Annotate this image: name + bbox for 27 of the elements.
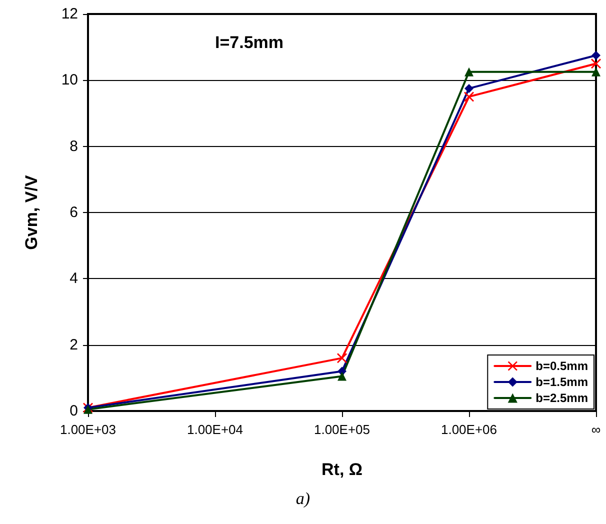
y-tick-label: 0 (70, 402, 78, 420)
y-tick-label: 4 (70, 270, 78, 288)
x-tick-label: 1.00E+03 (60, 422, 116, 437)
point (338, 372, 346, 381)
x-tick-label: 1.00E+05 (314, 422, 370, 437)
y-axis-title: Gvm, V/V (22, 174, 41, 250)
x-tick-label: 1.00E+04 (186, 422, 244, 437)
legend-label: b=0.5mm (536, 359, 588, 373)
x-tick-label: 1.00E+06 (440, 422, 498, 437)
y-tick-label: 8 (70, 138, 78, 155)
point (464, 67, 474, 76)
y-tick-label: 2 (70, 336, 78, 354)
text: a) (296, 489, 310, 508)
point (592, 50, 600, 60)
y-tick-label: 12 (61, 6, 78, 22)
y-tick-label: 6 (70, 204, 78, 221)
x-tick-label: ∞ (591, 422, 601, 437)
legend-label: b=1.5mm (536, 375, 588, 389)
annotation: I=7.5mm (215, 33, 284, 52)
point (337, 353, 347, 364)
point (464, 84, 474, 93)
point (592, 67, 600, 76)
point (591, 58, 601, 69)
legend-label: b=2.5mm (536, 391, 588, 405)
y-tick-label: 10 (61, 72, 78, 89)
x-axis-title: Rt, Ω (321, 460, 363, 479)
point (464, 92, 474, 102)
